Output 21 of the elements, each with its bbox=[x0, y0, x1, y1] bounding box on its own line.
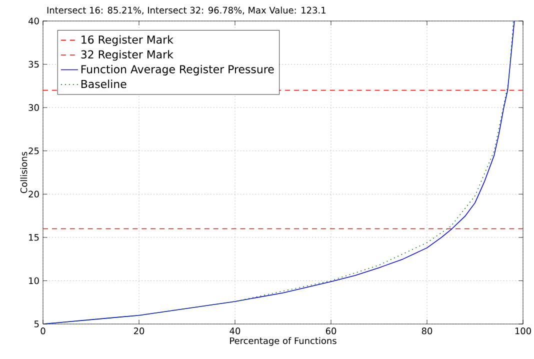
y-tick-label: 5 bbox=[34, 320, 39, 328]
legend-label: 32 Register Mark bbox=[81, 50, 174, 61]
y-tick-label: 15 bbox=[29, 234, 39, 241]
y-tick-label: 35 bbox=[28, 60, 39, 68]
x-tick-label: 100 bbox=[515, 328, 531, 334]
x-tick-label: 40 bbox=[230, 328, 240, 334]
chart-title: Intersect 16: 85.21%, Intersect 32: 96.78%, Max Value: 123.1 bbox=[47, 6, 326, 14]
x-axis-title: Percentage of Functions bbox=[230, 337, 336, 346]
legend-label: Baseline bbox=[81, 80, 126, 88]
x-tick-label: 80 bbox=[422, 328, 432, 334]
x-tick-label: 20 bbox=[134, 328, 144, 334]
y-tick-label: 25 bbox=[28, 147, 39, 154]
y-tick-label: 10 bbox=[29, 277, 39, 284]
x-tick-label: 60 bbox=[326, 328, 336, 334]
legend-label: Function Average Register Pressure bbox=[81, 64, 274, 76]
x-tick-label: 0 bbox=[40, 328, 46, 334]
y-axis-title: Collisions bbox=[20, 152, 28, 194]
y-tick-label: 40 bbox=[28, 18, 39, 24]
legend-label: 16 Register Mark bbox=[82, 35, 174, 46]
y-tick-label: 30 bbox=[28, 104, 39, 111]
y-tick-label: 20 bbox=[28, 190, 39, 198]
